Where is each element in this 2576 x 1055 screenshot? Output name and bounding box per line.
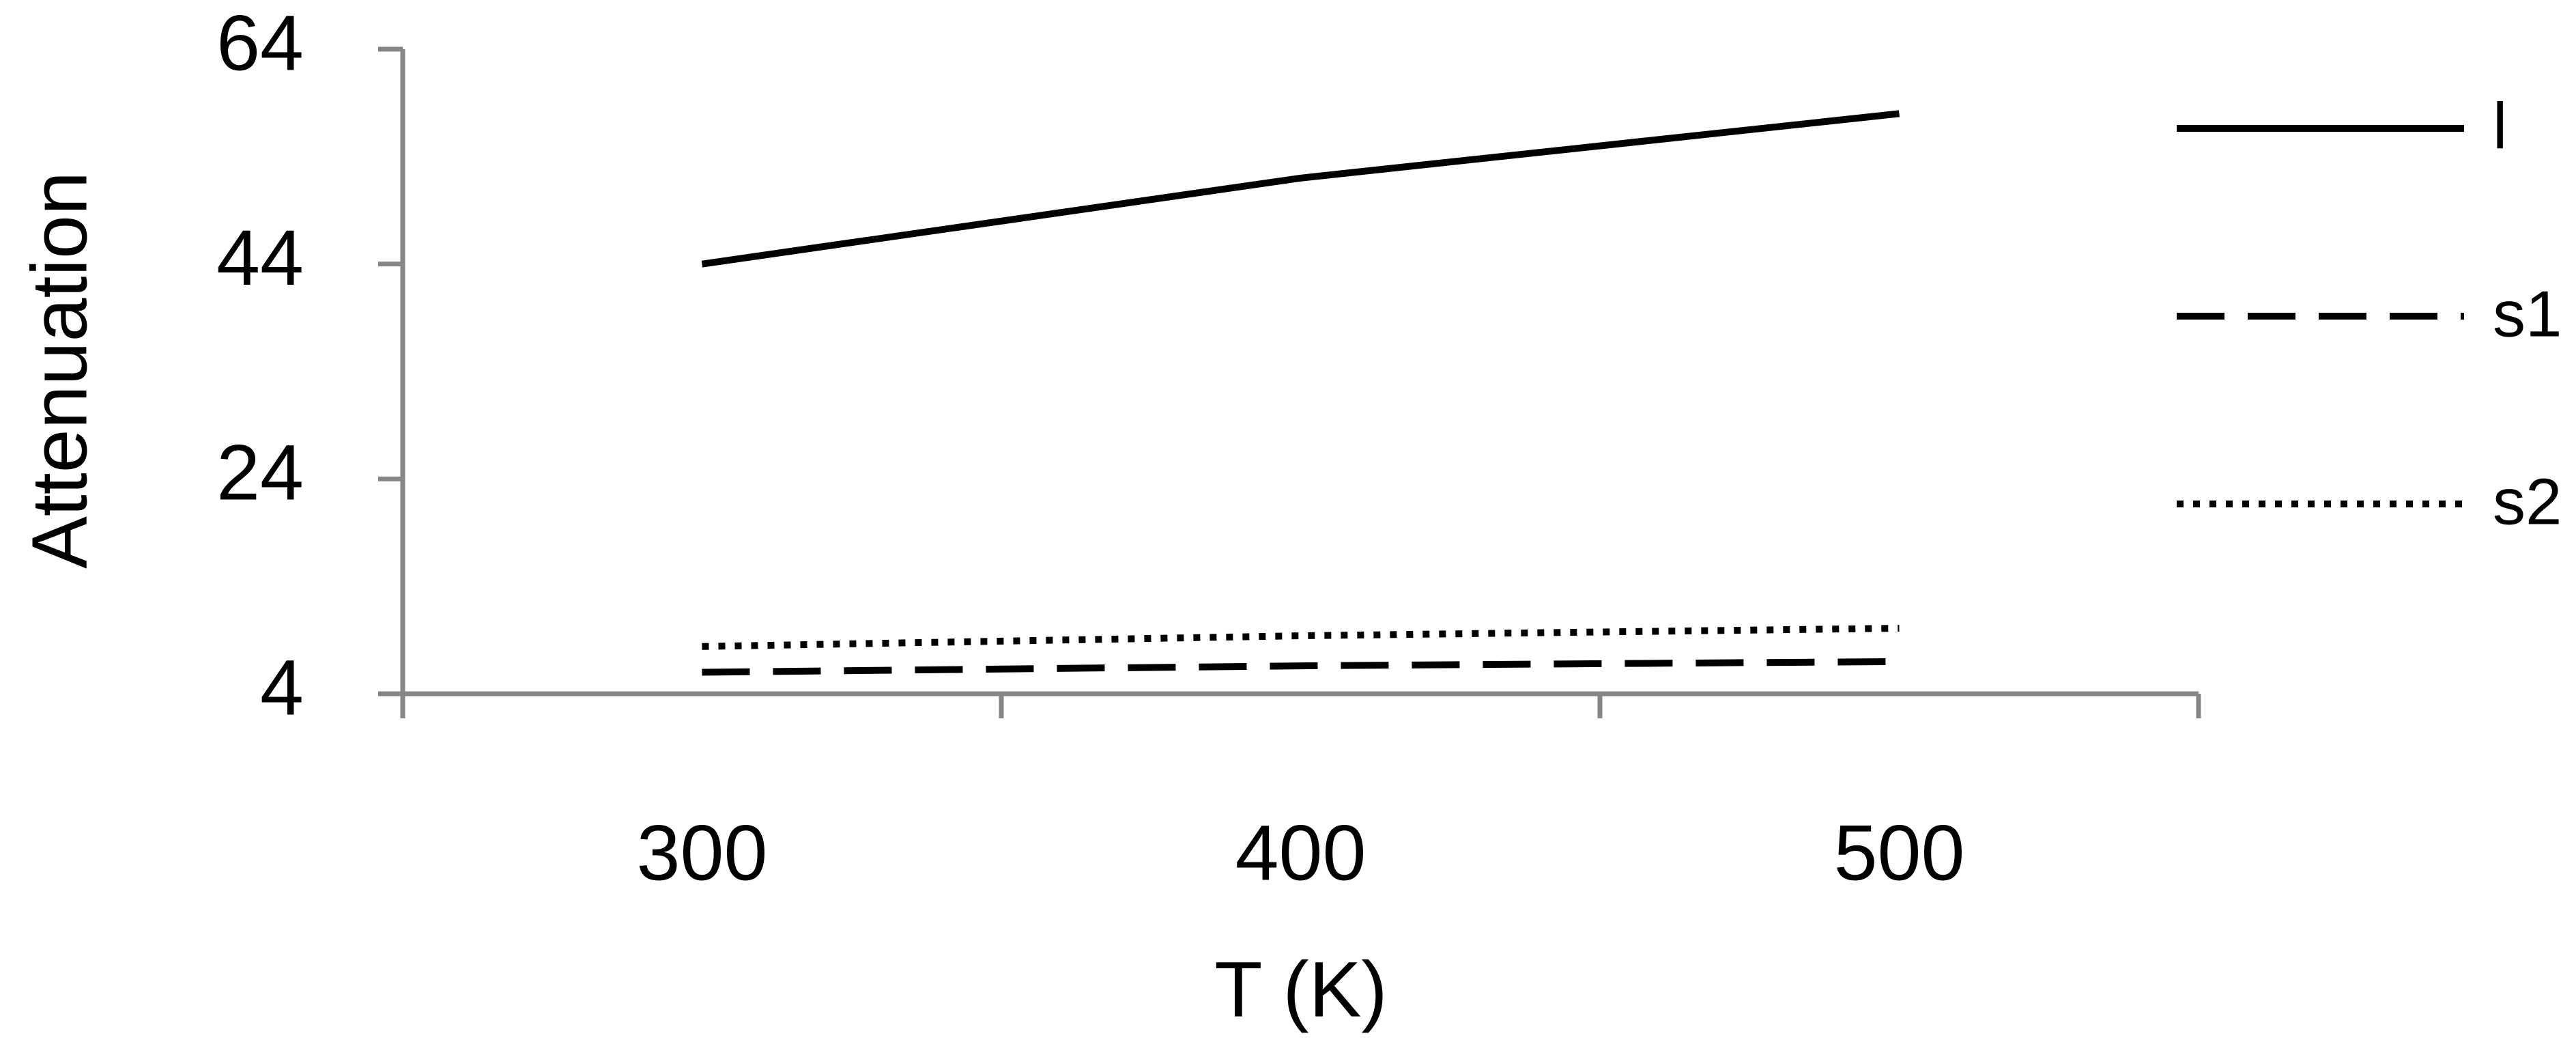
y-tick-label: 44 (216, 214, 304, 302)
y-tick-label: 24 (216, 430, 304, 517)
y-axis-title: Attenuation (16, 171, 103, 569)
series-line (702, 658, 1900, 676)
legend-label: s1 (2493, 277, 2562, 350)
series-line (701, 110, 1900, 268)
legend-label: l (2493, 89, 2507, 163)
x-tick-label: 300 (637, 809, 768, 897)
y-tick-label: 64 (216, 0, 304, 87)
x-tick-label: 400 (1235, 809, 1366, 897)
legend-label: s2 (2493, 465, 2562, 538)
x-tick-label: 500 (1834, 809, 1965, 897)
x-axis-title: T (K) (1214, 946, 1387, 1033)
y-tick-label: 4 (260, 644, 304, 731)
series-line (702, 625, 1900, 650)
